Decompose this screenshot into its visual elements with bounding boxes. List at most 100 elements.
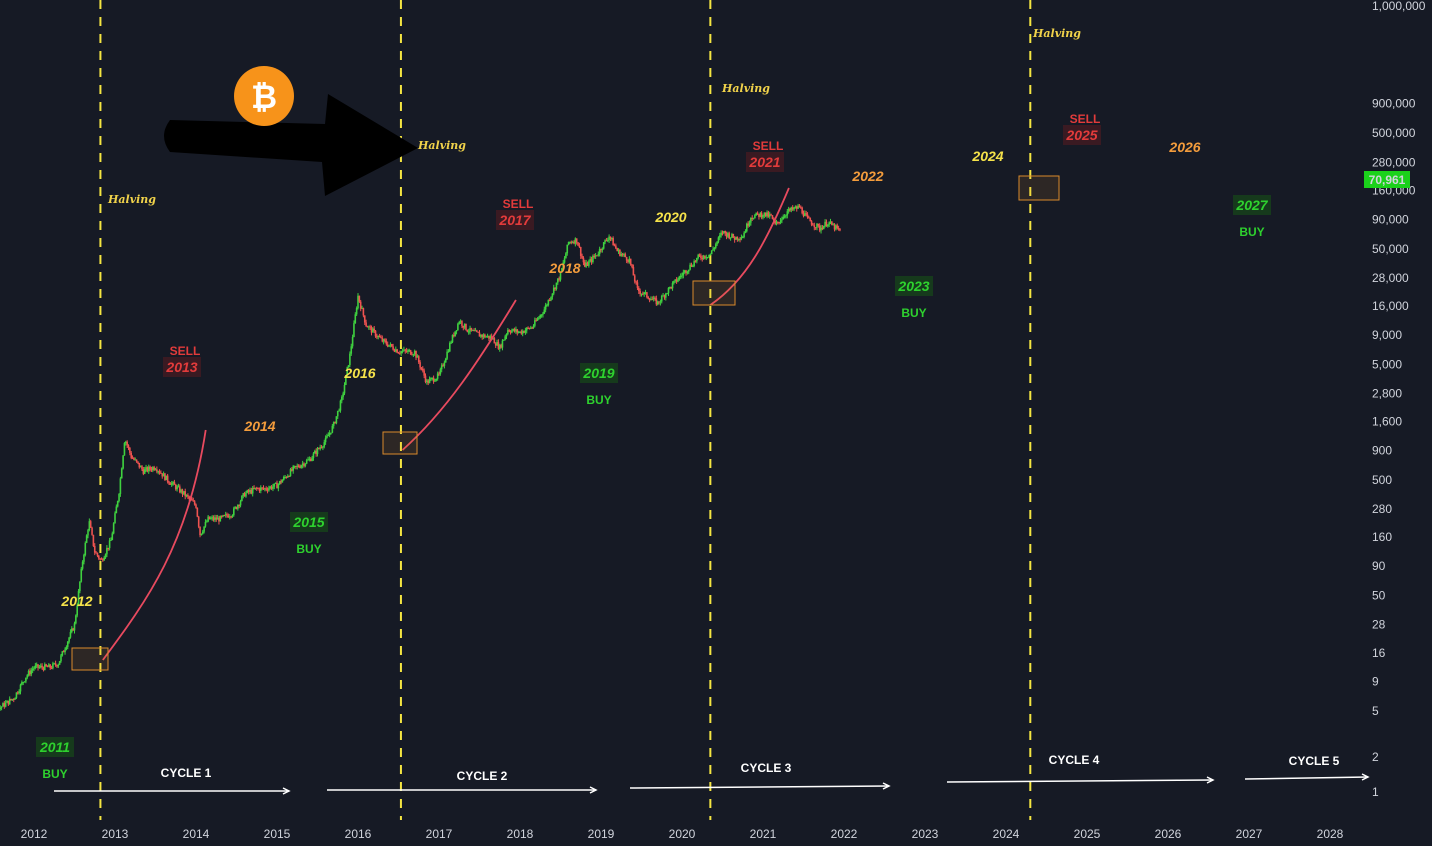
candle-body — [805, 213, 807, 215]
candle-body — [442, 365, 444, 367]
candle-body — [201, 531, 204, 534]
candle-body — [212, 517, 215, 520]
candle-body — [165, 475, 168, 481]
candle-body — [115, 506, 118, 514]
candle-body — [56, 665, 58, 667]
x-tick-label: 2028 — [1317, 827, 1344, 841]
candle-body — [516, 329, 519, 333]
candle-body — [534, 320, 536, 326]
candle-body — [68, 637, 70, 642]
candle-body — [438, 373, 440, 375]
candle-body — [616, 248, 618, 252]
candle-body — [473, 330, 475, 332]
candle-body — [667, 287, 670, 294]
candle-body — [736, 236, 739, 240]
x-tick-label: 2020 — [669, 827, 696, 841]
candle-body — [309, 458, 312, 461]
candle-body — [493, 338, 496, 344]
candle-body — [135, 459, 138, 462]
candle-body — [396, 349, 398, 353]
candle-body — [366, 326, 369, 328]
candle-body — [112, 523, 115, 534]
candle-body — [346, 367, 348, 376]
candle-body — [216, 517, 219, 520]
candle-body — [48, 664, 50, 668]
candle-body — [643, 292, 645, 294]
sell-label-bg — [496, 210, 534, 230]
candle-body — [114, 513, 116, 524]
candle-body — [170, 483, 173, 485]
candle-body — [656, 301, 659, 305]
cycle-label: CYCLE 4 — [1049, 753, 1100, 767]
candle-body — [238, 504, 240, 506]
candle-body — [623, 254, 625, 256]
candle-body — [142, 469, 145, 474]
candle-body — [33, 667, 35, 670]
candle-body — [797, 205, 799, 209]
sell-year-label: 2021 — [748, 154, 780, 170]
candle-body — [2, 703, 4, 707]
candle-body — [831, 221, 833, 225]
cycle-arrow-line — [1244, 776, 1369, 780]
candle-body — [0, 706, 3, 708]
candle-body — [327, 435, 330, 437]
candle-body — [88, 521, 91, 531]
candle-body — [635, 281, 637, 283]
candle-body — [574, 238, 577, 244]
last-price-label: 70,961 — [1369, 173, 1406, 187]
candle-body — [322, 446, 324, 448]
candle-body — [809, 218, 812, 222]
candle-body — [278, 481, 281, 485]
candle-body — [638, 287, 640, 292]
candle-body — [77, 591, 80, 606]
candle-body — [250, 489, 253, 494]
candle-body — [539, 315, 542, 318]
candle-body — [778, 222, 780, 224]
candle-body — [274, 482, 277, 484]
candle-body — [293, 465, 296, 467]
candle-body — [660, 295, 663, 302]
candle-body — [613, 245, 616, 247]
candle-body — [542, 313, 544, 315]
candle-body — [562, 262, 564, 269]
sell-tag: SELL — [503, 197, 534, 211]
year-label: 2020 — [654, 209, 686, 225]
candle-body — [469, 327, 471, 332]
candle-body — [338, 410, 340, 412]
x-tick-label: 2017 — [426, 827, 453, 841]
candle-body — [585, 262, 587, 267]
candle-body — [228, 516, 231, 518]
candle-body — [284, 476, 286, 478]
candle-body — [35, 664, 38, 666]
candle-body — [326, 436, 328, 438]
candle-body — [187, 494, 189, 497]
candle-body — [790, 207, 793, 211]
candle-body — [157, 471, 159, 473]
candle-body — [827, 224, 829, 227]
candle-body — [663, 295, 666, 298]
candle-body — [477, 331, 479, 333]
buy-year-label: 2019 — [582, 365, 614, 381]
candle-body — [719, 235, 721, 238]
candle-body — [102, 559, 104, 561]
candle-body — [390, 344, 393, 347]
candle-body — [503, 339, 505, 341]
candle-body — [675, 279, 678, 282]
candle-body — [400, 351, 402, 354]
candle-body — [714, 244, 717, 248]
candle-body — [650, 299, 652, 301]
candle-body — [744, 231, 747, 233]
candle-body — [481, 334, 483, 337]
candle-body — [837, 227, 840, 229]
candle-body — [200, 533, 203, 536]
candle-body — [270, 486, 273, 489]
candle-body — [554, 287, 556, 289]
candle-body — [455, 330, 458, 332]
candle-body — [552, 287, 555, 294]
y-tick-label: 28,000 — [1372, 271, 1409, 285]
y-tick-label: 2,800 — [1372, 387, 1402, 401]
candle-body — [658, 301, 660, 303]
candle-body — [789, 208, 791, 211]
candle-body — [728, 233, 731, 239]
